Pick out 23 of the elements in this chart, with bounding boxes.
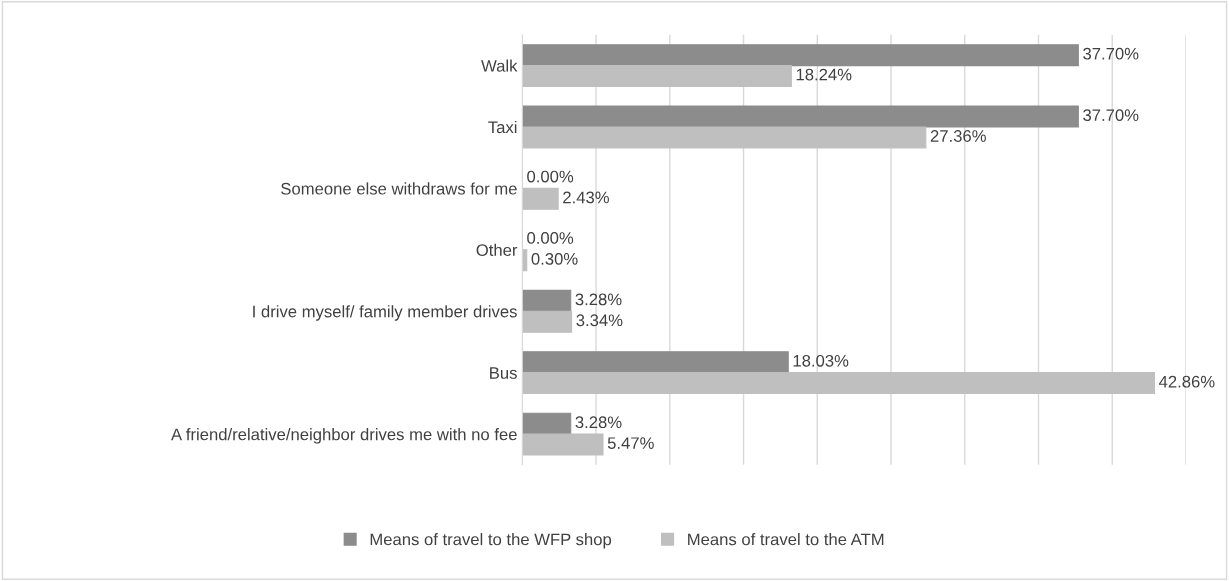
data-label: 2.43% xyxy=(563,191,609,204)
y-tick-label: Other xyxy=(476,243,518,257)
data-label: 5.47% xyxy=(607,437,654,450)
data-label: 18.24% xyxy=(796,68,852,81)
y-tick-label: Taxi xyxy=(488,120,517,134)
y-tick-label: Bus xyxy=(490,367,517,379)
data-label: 27.36% xyxy=(930,130,986,142)
data-label: 18.03% xyxy=(793,354,849,367)
legend-label: Means of travel to the ATM xyxy=(688,533,884,546)
data-label: 37.70% xyxy=(1083,47,1139,60)
data-label: 3.34% xyxy=(576,314,623,327)
y-tick-label: I drive myself/ family member drives xyxy=(253,305,517,321)
data-label: 42.86% xyxy=(1158,375,1215,388)
y-tick-label: A friend/relative/neighbor drives me with no fee xyxy=(171,428,517,444)
data-label: 0.00% xyxy=(527,232,574,244)
y-tick-label: Someone else withdraws for me xyxy=(281,182,517,195)
data-label: 0.30% xyxy=(531,252,578,265)
data-label: 0.00% xyxy=(527,170,574,183)
y-tick-label: Walk xyxy=(481,59,518,72)
legend-label: Means of travel to the WFP shop xyxy=(370,533,612,549)
data-label: 37.70% xyxy=(1083,109,1139,122)
data-label: 3.28% xyxy=(575,416,622,429)
data-label: 3.28% xyxy=(575,293,622,306)
